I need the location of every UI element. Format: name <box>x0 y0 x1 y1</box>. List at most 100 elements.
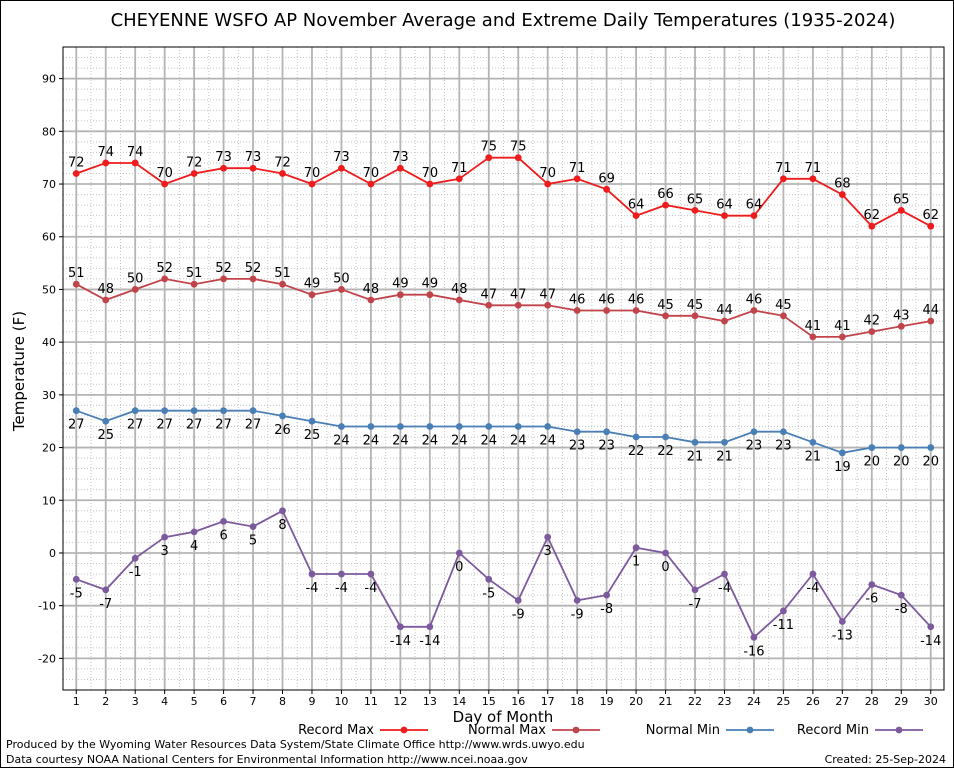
data-label: 22 <box>628 444 645 459</box>
data-label: 70 <box>304 166 321 181</box>
data-label: 66 <box>657 187 674 202</box>
y-tick-label: 80 <box>42 125 56 138</box>
data-label: 24 <box>451 433 468 448</box>
chart-title: CHEYENNE WSFO AP November Average and Ex… <box>111 10 896 31</box>
x-tick-label: 12 <box>393 695 407 708</box>
legend: Record Max Normal Max Normal Min Record Min <box>298 723 923 738</box>
data-label: 70 <box>422 166 439 181</box>
data-label: 45 <box>657 298 674 313</box>
x-tick-label: 29 <box>894 695 908 708</box>
x-tick-label: 24 <box>747 695 761 708</box>
data-point <box>838 333 846 341</box>
data-label: 65 <box>893 192 910 207</box>
data-point <box>691 312 699 320</box>
data-point <box>897 444 905 451</box>
data-label: 49 <box>392 277 409 292</box>
x-tick-label: 3 <box>132 695 139 708</box>
data-label: 43 <box>893 308 910 323</box>
y-tick-label: 70 <box>42 178 56 191</box>
data-label: 27 <box>186 418 203 433</box>
data-point <box>338 164 345 172</box>
series-normal-max: 51 48 50 52 51 52 52 51 49 50 48 49 49 48 47 47 47 46 46 46… <box>68 261 939 341</box>
data-label: 74 <box>97 145 114 160</box>
data-label: 46 <box>746 293 763 308</box>
data-point <box>750 212 758 220</box>
data-point <box>455 296 463 304</box>
data-point <box>868 444 876 451</box>
data-label: -8 <box>895 602 908 617</box>
series-line <box>75 409 931 454</box>
data-point <box>868 328 876 336</box>
data-point <box>603 307 611 314</box>
data-point <box>662 433 669 441</box>
data-point <box>897 591 905 599</box>
data-label: 21 <box>687 449 704 464</box>
data-label: -4 <box>806 581 819 596</box>
data-label: 5 <box>249 534 257 549</box>
x-tick-label: 7 <box>250 695 257 708</box>
data-label: -9 <box>512 607 525 622</box>
data-point <box>603 428 611 436</box>
data-point <box>279 507 286 515</box>
data-point <box>485 154 493 162</box>
data-label: -5 <box>70 586 83 601</box>
data-point <box>662 201 669 209</box>
data-label: 48 <box>97 282 114 297</box>
y-axis-label: Temperature (F) <box>10 311 28 432</box>
legend-item: Normal Min <box>646 723 774 738</box>
data-label: 70 <box>156 166 173 181</box>
data-point <box>161 180 169 188</box>
data-label: 52 <box>245 261 262 276</box>
data-label: -4 <box>364 581 377 596</box>
data-point <box>426 180 434 188</box>
data-label: 64 <box>746 198 763 213</box>
legend-item: Record Min <box>797 723 923 738</box>
data-label: 19 <box>834 460 851 475</box>
data-point <box>927 222 935 230</box>
data-label: 42 <box>864 314 881 329</box>
data-label: 41 <box>834 319 851 334</box>
data-label: -11 <box>773 618 794 633</box>
data-point <box>161 275 169 283</box>
data-label: 48 <box>451 282 468 297</box>
data-label: 72 <box>68 155 85 170</box>
data-point <box>308 180 316 188</box>
x-tick-label: 6 <box>220 695 227 708</box>
data-point <box>573 428 581 436</box>
series-line <box>75 156 932 228</box>
x-tick-label: 20 <box>629 695 643 708</box>
y-tick-label: 40 <box>42 336 56 349</box>
data-label: -4 <box>718 581 731 596</box>
data-point <box>927 317 935 325</box>
data-point <box>750 633 758 641</box>
footer-data-courtesy: Data courtesy NOAA National Centers for … <box>6 753 528 766</box>
legend-label: Normal Min <box>646 723 720 738</box>
data-point <box>573 597 581 604</box>
data-label: -14 <box>419 634 440 649</box>
data-label: 24 <box>422 433 439 448</box>
data-label: 71 <box>569 161 586 176</box>
data-label: 3 <box>544 544 552 559</box>
data-point <box>485 301 493 309</box>
data-label: 20 <box>864 455 881 470</box>
data-point <box>721 570 728 578</box>
x-tick-label: 13 <box>423 695 437 708</box>
data-label: 23 <box>775 439 792 454</box>
data-point <box>485 575 493 583</box>
data-point <box>102 159 110 167</box>
data-point <box>220 164 227 172</box>
data-point <box>927 444 935 451</box>
data-label: 50 <box>333 271 350 286</box>
legend-swatch-marker <box>572 726 580 734</box>
data-label: 64 <box>628 198 645 213</box>
data-point <box>632 307 640 314</box>
legend-item: Normal Max <box>468 723 600 738</box>
x-tick-label: 21 <box>659 695 673 708</box>
data-label: 46 <box>598 293 615 308</box>
data-label: 65 <box>687 192 704 207</box>
data-point <box>514 154 522 162</box>
data-label: -14 <box>920 634 941 649</box>
data-label: 27 <box>68 418 85 433</box>
data-label: 62 <box>922 208 939 223</box>
x-tick-label: 27 <box>835 695 849 708</box>
